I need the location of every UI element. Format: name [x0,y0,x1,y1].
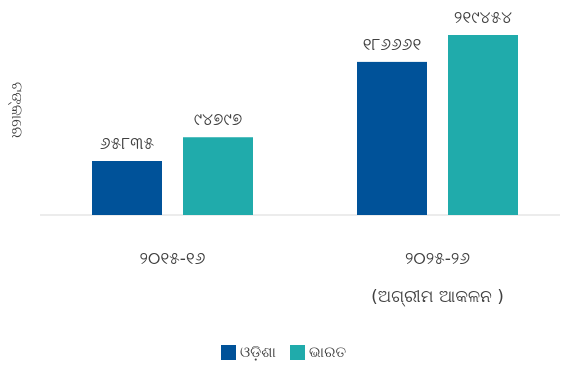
x-tick-sublabel-1: (ଅଗ୍ରୀମ ଆକଳନ ) [371,287,504,307]
bar-india-1 [448,35,518,215]
y-axis-label-group: ଟଙ୍କାରେ [8,82,26,138]
legend-swatch-india [289,344,305,360]
bar-india-0 [183,137,253,215]
legend-label-india: ଭାରତ [308,343,347,361]
data-label-odisha-1: ୧୮୬୬୬୧ [363,35,422,55]
data-label-odisha-0: ୬୫୮୩୫ [100,134,155,154]
bar-odisha-0 [92,161,162,215]
bar-odisha-1 [357,61,427,215]
x-tick-label-1: ୨୦୨୫-୨୬ [405,249,470,269]
legend-item-odisha: ଓଡ଼ିଶା [220,343,276,361]
bars-group [92,35,518,215]
legend-swatch-odisha [220,344,236,360]
y-axis-label: ଟଙ୍କାରେ [8,82,26,138]
legend: ଓଡ଼ିଶା ଭାରତ [0,343,567,361]
data-labels-group: ୬୫୮୩୫ ୧୮୬୬୬୧ ୯୪୭୯୭ ୨୧୯୪୫୪ [100,8,512,154]
x-tick-labels-group: ୨୦୧୫-୧୬ ୨୦୨୫-୨୬ (ଅଗ୍ରୀମ ଆକଳନ ) [140,249,504,307]
data-label-india-1: ୨୧୯୪୫୪ [454,8,512,28]
legend-item-india: ଭାରତ [289,343,347,361]
data-label-india-0: ୯୪୭୯୭ [194,110,243,130]
x-tick-label-0: ୨୦୧୫-୧୬ [140,249,206,269]
legend-label-odisha: ଓଡ଼ିଶା [239,343,276,361]
